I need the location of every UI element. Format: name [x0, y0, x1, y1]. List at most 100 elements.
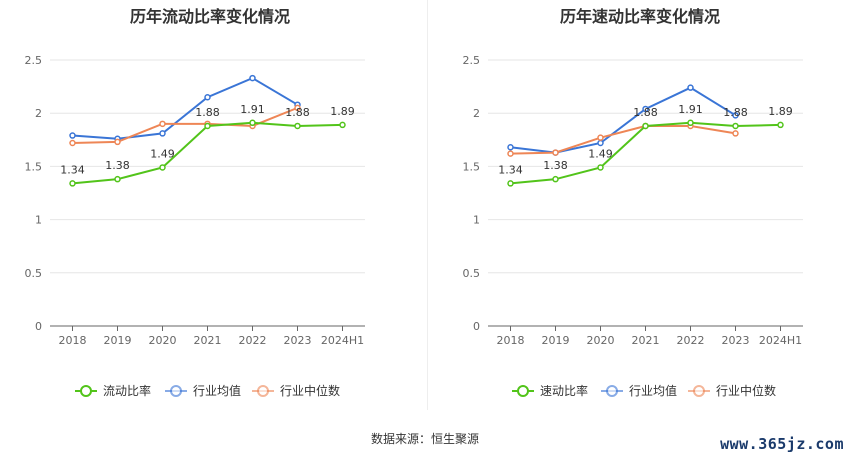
y-tick-label: 0.5 — [25, 267, 43, 280]
x-tick-label: 2019 — [104, 334, 132, 347]
x-tick-label: 2024H1 — [759, 334, 802, 347]
series-point-0 — [159, 164, 166, 171]
legend-item-1: 行业均值 — [601, 383, 677, 398]
x-tick-label: 2019 — [542, 334, 570, 347]
y-tick-label: 0 — [35, 320, 42, 333]
series-point-1 — [642, 105, 649, 113]
series-point-0 — [687, 119, 694, 127]
y-tick-label: 1.5 — [25, 160, 43, 173]
data-label: 1.49 — [150, 147, 175, 160]
series-line-1 — [510, 86, 737, 154]
legend-item-0: 速动比率 — [512, 383, 588, 398]
series-point-1 — [159, 130, 166, 137]
series-point-0 — [69, 180, 76, 187]
legend-marker — [80, 385, 92, 397]
x-tick-label: 2018 — [59, 334, 87, 347]
x-tick-label: 2024H1 — [321, 334, 364, 347]
y-tick-label: 1.5 — [463, 160, 481, 173]
charts-canvas: 0 0.5 1 1.5 2 2.5 2018 2019 2020 2021 2022 2023 2024… — [25, 54, 803, 398]
y-tick-label: 2.5 — [463, 54, 481, 67]
legend-label: 行业中位数 — [280, 383, 340, 398]
y-tick-label: 0.5 — [463, 267, 481, 280]
data-label: 1.91 — [240, 103, 265, 116]
series-line-0 — [72, 121, 343, 185]
chart-0: 0 0.5 1 1.5 2 2.5 2018 2019 2020 2021 2022 2023 2024… — [25, 54, 365, 398]
series-point-1 — [249, 74, 256, 82]
data-label: 1.88 — [195, 106, 220, 119]
series-point-1 — [507, 143, 514, 151]
series-point-2 — [597, 134, 604, 141]
data-label: 1.38 — [543, 159, 568, 172]
legend-marker — [257, 385, 269, 397]
x-tick-label: 2020 — [587, 334, 615, 347]
chart-title-quick-ratio: 历年速动比率变化情况 — [559, 7, 720, 26]
legend-item-2: 行业中位数 — [688, 383, 776, 398]
data-source-text: 数据来源：恒生聚源 — [370, 432, 479, 446]
series-point-1 — [69, 132, 76, 139]
legend-marker — [170, 385, 182, 397]
y-tick-label: 1 — [35, 214, 42, 227]
series-point-0 — [732, 122, 739, 130]
series-point-0 — [204, 122, 211, 130]
series-point-0 — [642, 122, 649, 130]
data-label: 1.88 — [633, 106, 658, 119]
y-tick-label: 2 — [35, 107, 42, 120]
series-point-0 — [507, 180, 514, 187]
series-point-2 — [114, 138, 121, 146]
series-point-1 — [204, 93, 211, 101]
series-point-1 — [732, 112, 739, 119]
x-tick-label: 2023 — [722, 334, 750, 347]
legend-label: 行业均值 — [629, 383, 677, 398]
series-point-2 — [159, 120, 166, 128]
legend-item-2: 行业中位数 — [252, 383, 340, 398]
series-point-0 — [552, 175, 559, 183]
legend-label: 行业均值 — [193, 383, 241, 398]
x-tick-label: 2018 — [497, 334, 525, 347]
series-point-0 — [249, 119, 256, 127]
series-point-2 — [552, 149, 559, 156]
series-point-0 — [597, 164, 604, 171]
x-tick-label: 2022 — [239, 334, 267, 347]
data-label: 1.34 — [60, 163, 85, 176]
data-label: 1.88 — [723, 106, 748, 119]
legend-item-0: 流动比率 — [75, 383, 151, 398]
legend-marker — [693, 385, 705, 397]
legend-label: 速动比率 — [540, 383, 588, 398]
series-point-2 — [69, 139, 76, 147]
data-label: 1.34 — [498, 163, 523, 176]
series-point-0 — [294, 122, 301, 130]
y-tick-label: 0 — [473, 320, 480, 333]
series-point-0 — [114, 175, 121, 183]
x-tick-label: 2020 — [149, 334, 177, 347]
series-point-0 — [777, 121, 784, 129]
x-tick-label: 2022 — [677, 334, 705, 347]
series-point-0 — [339, 121, 346, 129]
chart-1: 0 0.5 1 1.5 2 2.5 2018 2019 2020 2021 2022 2023 2024… — [463, 54, 803, 398]
watermark-logo: www.365jz.com — [720, 435, 844, 453]
chart-title-current-ratio: 历年流动比率变化情况 — [129, 7, 290, 26]
y-tick-label: 2.5 — [25, 54, 43, 67]
data-label: 1.89 — [768, 105, 793, 118]
legend-marker — [606, 385, 618, 397]
series-line-2 — [510, 124, 736, 155]
series-point-2 — [732, 130, 739, 137]
series-point-2 — [294, 104, 301, 112]
series-point-1 — [687, 84, 694, 91]
series-point-2 — [507, 150, 514, 157]
legend-marker — [517, 385, 529, 397]
data-label: 1.91 — [678, 103, 703, 116]
series-point-1 — [597, 139, 604, 147]
series-line-1 — [72, 76, 299, 140]
x-tick-label: 2023 — [284, 334, 312, 347]
data-label: 1.49 — [588, 147, 613, 160]
data-label: 1.89 — [330, 105, 355, 118]
data-label: 1.88 — [285, 106, 310, 119]
chart-divider — [427, 0, 428, 410]
legend-label: 行业中位数 — [716, 383, 776, 398]
x-tick-label: 2021 — [194, 334, 222, 347]
y-tick-label: 1 — [473, 214, 480, 227]
x-tick-label: 2021 — [632, 334, 660, 347]
data-label: 1.38 — [105, 159, 130, 172]
y-tick-label: 2 — [473, 107, 480, 120]
legend-label: 流动比率 — [103, 383, 151, 398]
